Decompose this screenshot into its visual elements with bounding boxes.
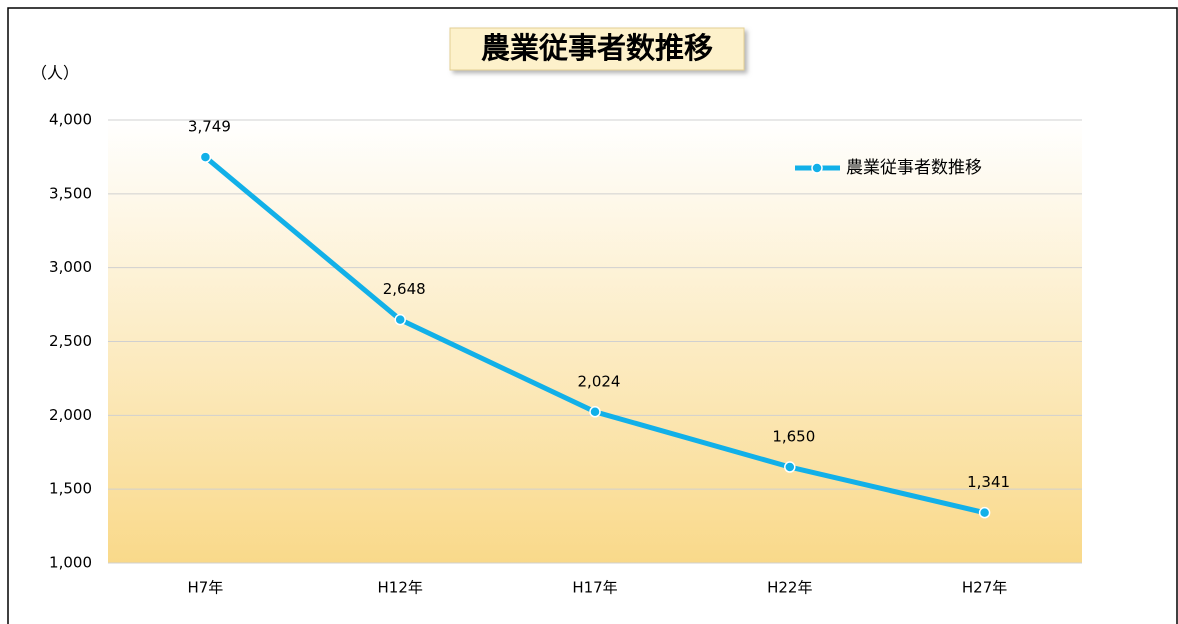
data-label: 2,024	[578, 372, 621, 390]
y-tick-label: 2,000	[49, 406, 92, 424]
y-tick-label: 1,500	[49, 480, 92, 498]
y-axis-label: （人）	[31, 64, 79, 83]
chart-title: 農業従事者数推移	[481, 31, 713, 65]
data-label: 3,749	[188, 118, 231, 136]
y-tick-label: 4,000	[49, 111, 92, 129]
legend-marker	[811, 162, 823, 174]
x-tick-label: H17年	[572, 579, 617, 597]
legend-label: 農業従事者数推移	[846, 158, 982, 178]
x-tick-label: H22年	[767, 579, 812, 597]
data-point	[784, 461, 796, 473]
data-point	[394, 313, 406, 326]
data-label: 1,650	[772, 428, 815, 446]
frame	[7, 7, 1178, 624]
x-tick-label: H7年	[187, 579, 223, 597]
y-tick-label: 3,500	[49, 184, 92, 202]
y-tick-label: 3,000	[49, 258, 92, 276]
data-point	[589, 406, 601, 418]
x-tick-label: H27年	[962, 579, 1007, 597]
y-tick-label: 2,500	[49, 332, 92, 350]
x-tick-label: H12年	[378, 579, 423, 597]
data-label: 1,341	[967, 473, 1010, 491]
data-point	[978, 506, 991, 519]
y-tick-label: 1,000	[49, 554, 92, 572]
data-label: 2,648	[383, 280, 426, 298]
data-point	[199, 151, 212, 163]
title-box	[449, 27, 745, 71]
